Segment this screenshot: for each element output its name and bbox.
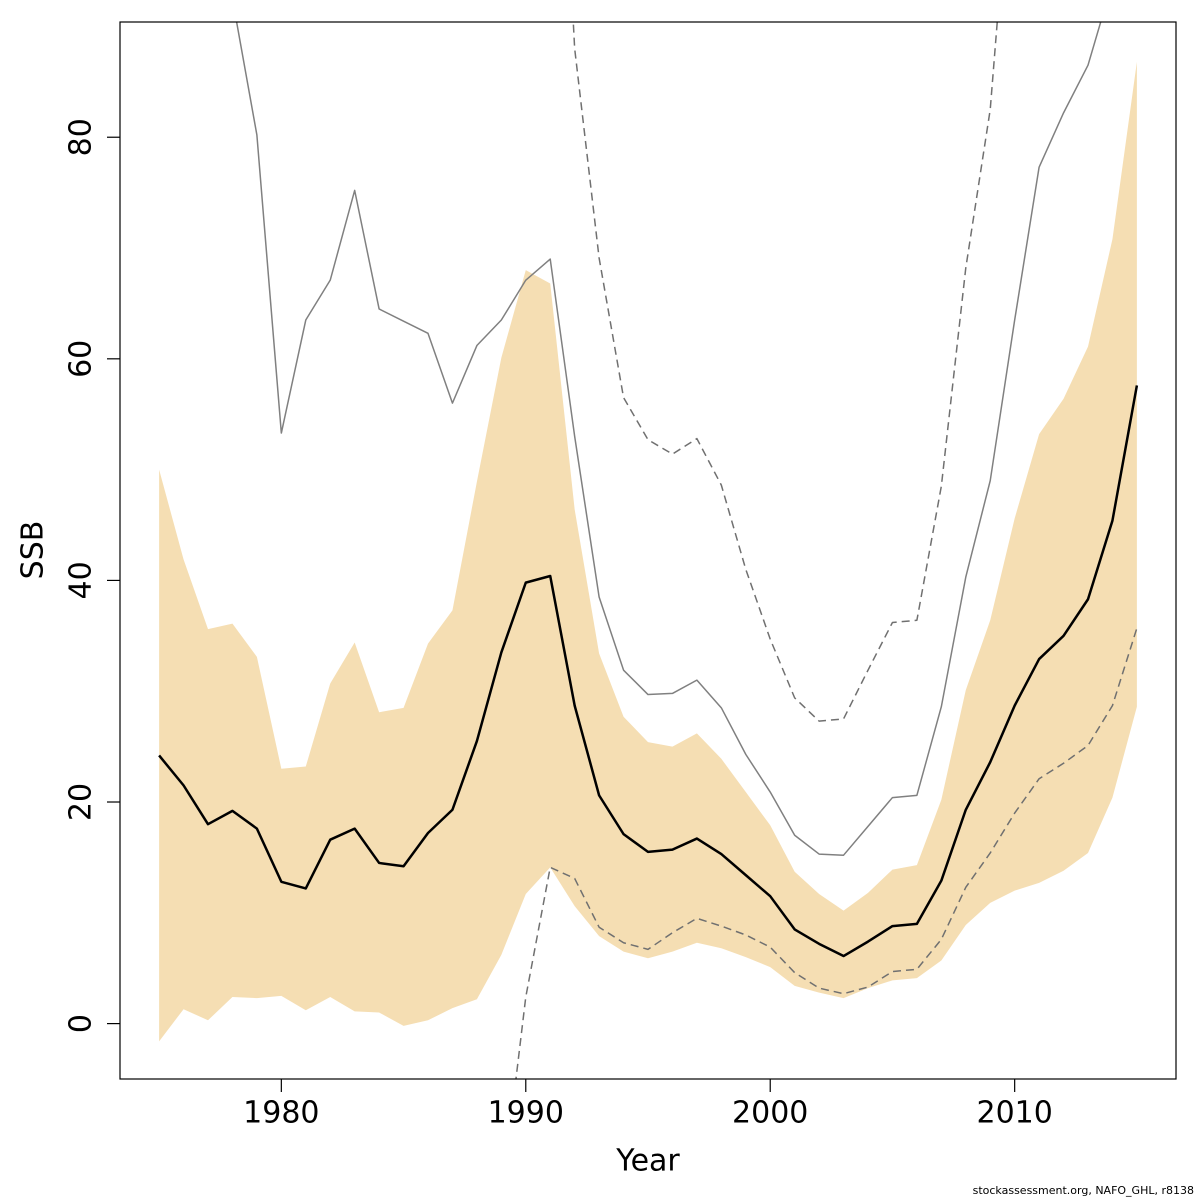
series-line <box>515 627 1138 1079</box>
series-line <box>158 385 1139 958</box>
series-line <box>235 22 1102 856</box>
confidence-band <box>159 61 1137 1042</box>
y-axis-label: SSB <box>16 521 51 580</box>
y-tick-label: 0 <box>64 1014 99 1033</box>
x-tick-label: 2010 <box>976 1096 1052 1131</box>
x-axis-label: Year <box>615 1144 680 1179</box>
x-tick-label: 1980 <box>243 1096 319 1131</box>
y-tick-label: 20 <box>64 783 99 821</box>
plot-frame <box>119 21 1177 1080</box>
footnote: stockassessment.org, NAFO_GHL, r8138 <box>973 1184 1194 1197</box>
y-tick-label: 60 <box>64 340 99 378</box>
plot-area <box>158 22 1139 1079</box>
x-tick-label: 2000 <box>732 1096 808 1131</box>
y-tick-label: 80 <box>64 118 99 156</box>
y-tick-label: 40 <box>64 561 99 599</box>
x-tick-label: 1990 <box>488 1096 564 1131</box>
